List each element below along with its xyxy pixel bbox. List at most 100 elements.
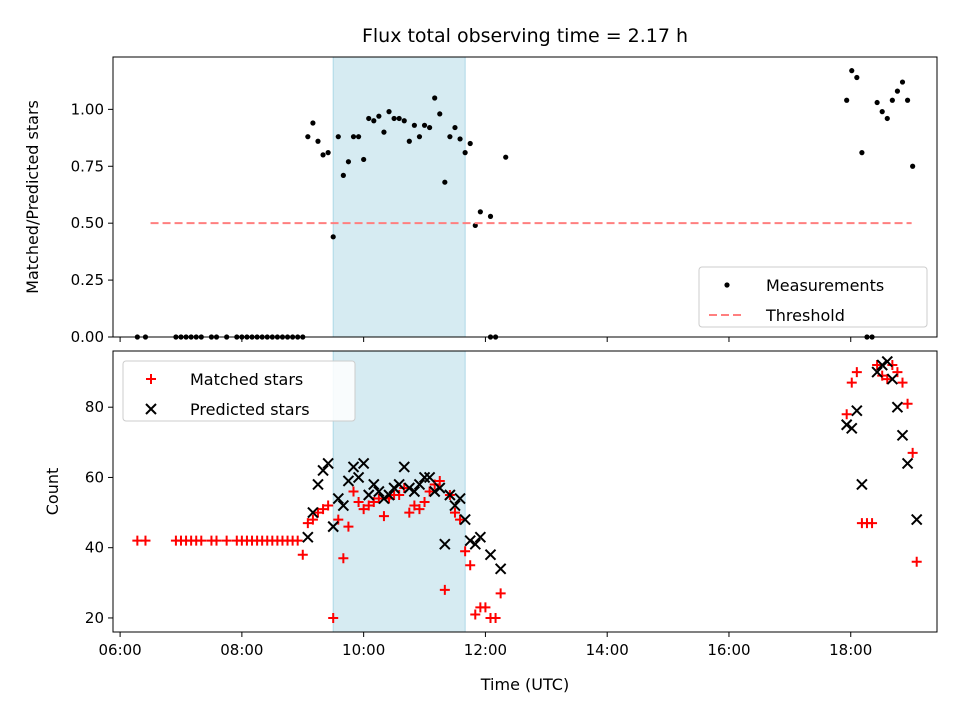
- point-measurement: [391, 115, 397, 122]
- point-measurement: [503, 154, 509, 160]
- point-measurement: [477, 209, 483, 215]
- panel-ratio: 0.00 0.25 0.50 0.75 1.00 Matched/Predicted st…: [23, 56, 938, 346]
- point-matched: [323, 500, 334, 511]
- point-predicted: [368, 478, 380, 491]
- point-matched: [348, 486, 359, 497]
- point-measurement: [879, 109, 885, 115]
- point-matched: [409, 500, 420, 511]
- legend-label: Matched stars: [190, 370, 303, 389]
- point-predicted: [357, 457, 370, 470]
- point-matched: [312, 507, 323, 518]
- point-measurement: [874, 99, 880, 106]
- point-matched: [887, 360, 898, 371]
- point-predicted: [439, 538, 451, 550]
- point-measurement: [427, 124, 433, 131]
- series-matched-stars: [132, 360, 922, 623]
- point-predicted: [373, 485, 385, 498]
- y-tick-label: 0.50: [71, 214, 104, 232]
- point-predicted: [428, 485, 441, 498]
- point-matched: [318, 504, 329, 515]
- point-predicted: [413, 478, 426, 491]
- point-measurement: [340, 172, 346, 178]
- point-predicted: [408, 485, 421, 498]
- point-measurement: [447, 134, 453, 140]
- point-measurement: [487, 213, 494, 219]
- point-measurement: [320, 152, 326, 158]
- point-predicted: [901, 457, 914, 470]
- point-predicted: [327, 520, 339, 533]
- point-measurement: [371, 118, 377, 124]
- shaded-interval: [332, 56, 466, 338]
- x-tick-label: 12:00: [464, 641, 507, 659]
- point-measurement: [335, 134, 341, 140]
- point-matched: [465, 560, 476, 571]
- y-tick-label: 40: [85, 539, 104, 557]
- point-matched: [902, 398, 913, 409]
- point-predicted: [307, 506, 319, 519]
- point-predicted: [352, 471, 365, 484]
- point-measurement: [401, 118, 407, 124]
- point-measurement: [376, 113, 382, 119]
- point-predicted: [896, 429, 909, 442]
- point-matched: [470, 609, 481, 620]
- legend: Measurements Threshold: [698, 266, 928, 328]
- point-measurement: [452, 124, 458, 131]
- point-predicted: [871, 366, 883, 378]
- series-measurements: [134, 68, 916, 340]
- point-predicted: [449, 499, 461, 512]
- point-predicted: [856, 478, 868, 491]
- point-matched: [841, 409, 852, 420]
- point-matched: [196, 535, 207, 546]
- point-measurement: [457, 136, 463, 142]
- point-matched: [455, 514, 466, 525]
- point-matched: [897, 377, 908, 388]
- point-matched: [328, 612, 339, 623]
- legend-label: Measurements: [766, 276, 884, 295]
- point-predicted: [383, 489, 395, 501]
- legend: Matched stars Predicted stars: [122, 360, 356, 422]
- point-predicted: [444, 489, 456, 501]
- point-predicted: [434, 482, 446, 494]
- point-predicted: [886, 373, 899, 385]
- point-matched: [302, 518, 313, 529]
- point-predicted: [312, 478, 324, 491]
- point-measurement: [854, 74, 860, 81]
- point-matched: [373, 493, 384, 504]
- y-tick-label: 0.25: [71, 271, 104, 289]
- point-matched: [419, 497, 430, 508]
- point-measurement: [355, 134, 362, 140]
- point-predicted: [876, 359, 888, 371]
- point-predicted: [454, 492, 466, 505]
- point-matched: [424, 486, 435, 497]
- point-measurement: [884, 115, 890, 122]
- point-matched: [140, 535, 151, 546]
- point-measurement: [462, 150, 468, 156]
- y-axis-label: Count: [43, 468, 62, 516]
- point-predicted: [418, 471, 431, 484]
- point-predicted: [494, 563, 507, 575]
- point-predicted: [398, 461, 410, 473]
- legend-label: Predicted stars: [190, 400, 310, 419]
- point-measurement: [467, 140, 473, 147]
- y-tick-label: 1.00: [71, 100, 104, 118]
- x-tick-label: 14:00: [586, 641, 629, 659]
- point-matched: [495, 588, 506, 599]
- point-predicted: [388, 482, 400, 494]
- point-predicted: [302, 531, 314, 543]
- point-predicted: [347, 461, 360, 473]
- point-matched: [907, 447, 918, 458]
- point-measurement: [366, 115, 372, 122]
- point-matched: [378, 511, 389, 522]
- point-matched: [449, 507, 460, 518]
- point-predicted: [891, 401, 904, 413]
- point-measurement: [899, 79, 906, 85]
- x-tick-label: 06:00: [98, 641, 141, 659]
- chart-title: Flux total observing time = 2.17 h: [362, 25, 688, 47]
- y-tick-label: 20: [85, 609, 104, 627]
- point-measurement: [361, 156, 367, 163]
- point-predicted: [469, 538, 481, 550]
- y-tick-label: 60: [85, 468, 104, 486]
- point-predicted: [423, 471, 436, 484]
- point-measurement: [315, 138, 321, 144]
